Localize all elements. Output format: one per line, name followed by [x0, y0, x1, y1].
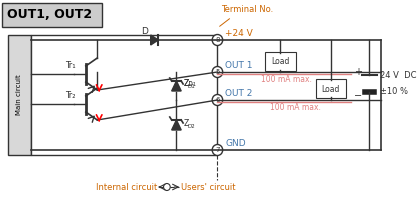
- Text: Internal circuit: Internal circuit: [96, 182, 158, 192]
- Circle shape: [212, 34, 223, 46]
- Text: −: −: [354, 91, 362, 101]
- Text: 5: 5: [215, 69, 220, 75]
- Text: D2: D2: [188, 123, 196, 129]
- FancyBboxPatch shape: [8, 35, 31, 155]
- Text: Main circuit: Main circuit: [16, 75, 22, 115]
- Text: Z: Z: [184, 118, 189, 128]
- FancyBboxPatch shape: [265, 52, 296, 71]
- Text: 100 mA max.: 100 mA max.: [270, 103, 321, 112]
- Text: Tr₂: Tr₂: [65, 91, 75, 100]
- Text: Load: Load: [322, 84, 340, 94]
- Text: 7: 7: [215, 147, 220, 153]
- Text: 6: 6: [215, 97, 220, 103]
- Text: 100 mA max.: 100 mA max.: [261, 75, 312, 84]
- Circle shape: [163, 184, 170, 190]
- Text: Zᴅ₁: Zᴅ₁: [184, 79, 197, 88]
- Text: Users' circuit: Users' circuit: [181, 182, 236, 192]
- Polygon shape: [172, 120, 181, 130]
- FancyBboxPatch shape: [31, 35, 218, 155]
- Circle shape: [212, 95, 223, 106]
- Text: GND: GND: [225, 139, 246, 148]
- Text: OUT 2: OUT 2: [225, 89, 252, 98]
- Text: 24 V  DC: 24 V DC: [380, 71, 416, 79]
- Text: ±10 %: ±10 %: [380, 88, 407, 97]
- Text: D1: D1: [188, 84, 196, 90]
- Text: +24 V: +24 V: [225, 29, 253, 38]
- FancyBboxPatch shape: [2, 3, 102, 27]
- Text: Terminal No.: Terminal No.: [221, 5, 273, 15]
- Polygon shape: [151, 35, 158, 45]
- Text: OUT1, OUT2: OUT1, OUT2: [7, 8, 92, 21]
- Text: +: +: [354, 67, 362, 77]
- Text: Z: Z: [184, 79, 189, 88]
- Circle shape: [212, 66, 223, 77]
- Text: D: D: [142, 27, 148, 36]
- Text: Tr₁: Tr₁: [65, 61, 76, 70]
- FancyBboxPatch shape: [316, 79, 346, 98]
- Text: 8: 8: [215, 37, 220, 43]
- Text: Load: Load: [271, 58, 289, 66]
- Text: OUT 1: OUT 1: [225, 61, 252, 70]
- Circle shape: [212, 144, 223, 156]
- Polygon shape: [172, 81, 181, 91]
